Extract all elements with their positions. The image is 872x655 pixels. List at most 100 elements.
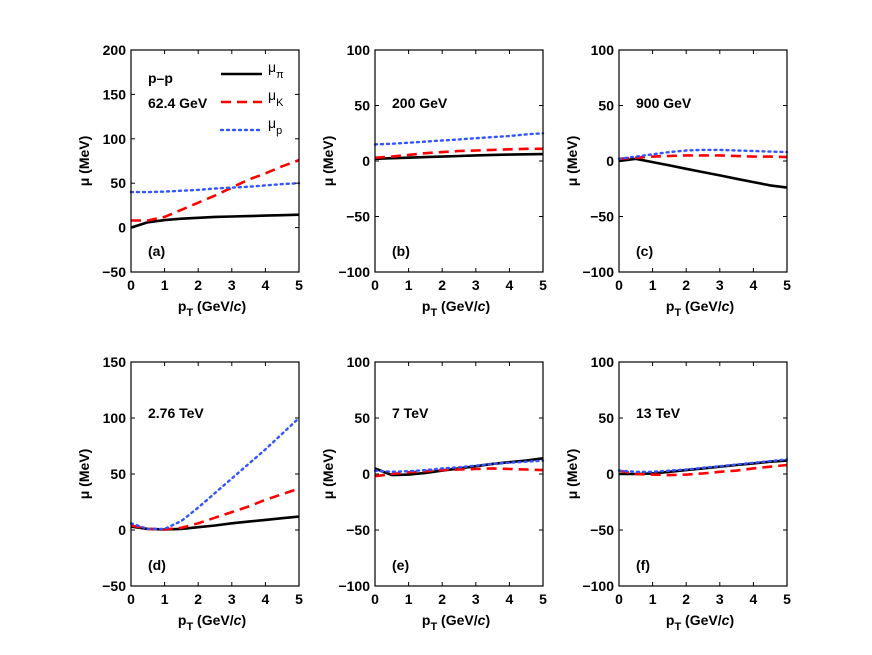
panel-label: (d): [148, 557, 166, 573]
x-axis-label: pT (GeV/c): [422, 612, 490, 633]
legend-label: μp: [268, 115, 282, 137]
axes-frame: [374, 49, 544, 273]
y-tick-label: 100: [103, 131, 127, 147]
energy-label: 2.76 TeV: [148, 405, 204, 421]
x-tick-label: 4: [262, 277, 270, 293]
y-tick-label: 150: [103, 354, 127, 370]
x-axis-label: pT (GeV/c): [422, 298, 490, 319]
x-tick-label: 3: [228, 591, 236, 607]
legend: μπ μK μp: [219, 59, 284, 137]
panel-label: (f): [636, 557, 650, 573]
series-line-mu-k: [374, 467, 544, 478]
y-tick-label: 50: [354, 410, 370, 426]
y-tick-label: −100: [582, 578, 614, 594]
x-axis-label: pT (GeV/c): [666, 298, 734, 319]
panel-label: (e): [392, 557, 409, 573]
x-tick-label: 2: [438, 277, 446, 293]
y-tick-label: −50: [102, 264, 126, 280]
series-line-mu-p: [617, 458, 789, 473]
y-tick-label: −100: [338, 578, 370, 594]
legend-label: μK: [268, 87, 284, 109]
y-tick-label: 100: [103, 410, 127, 426]
y-tick-label: 100: [347, 354, 371, 370]
x-tick-label: 5: [539, 591, 547, 607]
x-tick-label: 4: [750, 277, 758, 293]
series-line-mu-p: [373, 459, 545, 473]
x-tick-label: 5: [295, 591, 303, 607]
x-tick-label: 0: [127, 277, 135, 293]
series-line-mu-pi: [130, 213, 300, 229]
x-tick-label: 4: [750, 591, 758, 607]
y-axis-label: μ (MeV): [76, 449, 92, 500]
series-line-mu-k: [131, 158, 300, 222]
x-axis-label: pT (GeV/c): [178, 612, 246, 633]
y-tick-label: 0: [606, 466, 614, 482]
panel-label: (c): [636, 243, 653, 259]
y-axis-label: μ (MeV): [320, 136, 336, 187]
x-tick-label: 5: [783, 591, 791, 607]
panel-label: (a): [148, 243, 165, 259]
panel-label: (b): [392, 243, 410, 259]
x-tick-label: 0: [615, 277, 623, 293]
y-axis-label: μ (MeV): [320, 449, 336, 500]
legend-label: μπ: [268, 59, 284, 81]
series-line-mu-p: [617, 148, 789, 160]
x-tick-label: 5: [295, 277, 303, 293]
panel-e: 0 1 2 3 4 5 −100 −50 0 50 100 pT (GeV/c) μ (MeV) (e) 7…: [320, 354, 547, 633]
y-axis-label: μ (MeV): [564, 449, 580, 500]
y-tick-label: 50: [354, 98, 370, 114]
energy-label: 7 TeV: [392, 405, 429, 421]
legend-item-mu-k: μK: [221, 87, 284, 109]
x-tick-label: 2: [682, 277, 690, 293]
y-tick-label: −50: [590, 522, 614, 538]
x-tick-label: 1: [161, 591, 169, 607]
x-tick-label: 4: [506, 277, 514, 293]
x-tick-label: 1: [405, 591, 413, 607]
legend-item-mu-pi: μπ: [221, 59, 284, 81]
y-tick-label: 0: [118, 522, 126, 538]
energy-label: 900 GeV: [636, 95, 692, 111]
x-tick-label: 1: [161, 277, 169, 293]
x-axis-label: pT (GeV/c): [666, 612, 734, 633]
x-axis-label: pT (GeV/c): [178, 298, 246, 319]
y-tick-label: −100: [582, 264, 614, 280]
y-tick-label: 100: [591, 42, 615, 58]
x-tick-label: 1: [649, 277, 657, 293]
y-tick-label: 50: [110, 466, 126, 482]
y-tick-label: −50: [102, 578, 126, 594]
x-tick-label: 1: [649, 591, 657, 607]
x-tick-label: 0: [615, 591, 623, 607]
x-tick-label: 4: [262, 591, 270, 607]
series-line-mu-k: [374, 147, 543, 159]
x-tick-label: 0: [371, 277, 379, 293]
series-line-mu-k: [618, 463, 788, 477]
y-tick-label: 0: [362, 153, 370, 169]
x-tick-label: 5: [783, 277, 791, 293]
series-line-mu-p: [129, 182, 301, 194]
x-tick-label: 2: [682, 591, 690, 607]
panel-c: 0 1 2 3 4 5 −100 −50 0 50 100 pT (GeV/c) μ (MeV) (c) 9…: [564, 42, 791, 319]
series-line-mu-pi: [618, 157, 788, 189]
x-tick-label: 0: [127, 591, 135, 607]
y-tick-label: 50: [598, 98, 614, 114]
series-line-mu-p: [129, 416, 301, 531]
y-tick-label: 50: [110, 175, 126, 191]
x-tick-label: 3: [716, 277, 724, 293]
x-tick-label: 3: [472, 277, 480, 293]
energy-label: 62.4 GeV: [148, 95, 208, 111]
x-tick-label: 2: [194, 591, 202, 607]
legend-item-mu-p: μp: [219, 115, 282, 137]
y-tick-label: 200: [103, 42, 127, 58]
energy-label: 200 GeV: [392, 95, 448, 111]
x-tick-label: 2: [438, 591, 446, 607]
axes-frame: [130, 49, 300, 273]
y-tick-label: −100: [338, 264, 370, 280]
series-line-mu-p: [373, 132, 545, 146]
y-tick-label: −50: [346, 522, 370, 538]
y-tick-label: 50: [598, 410, 614, 426]
series-line-mu-k: [618, 154, 788, 161]
